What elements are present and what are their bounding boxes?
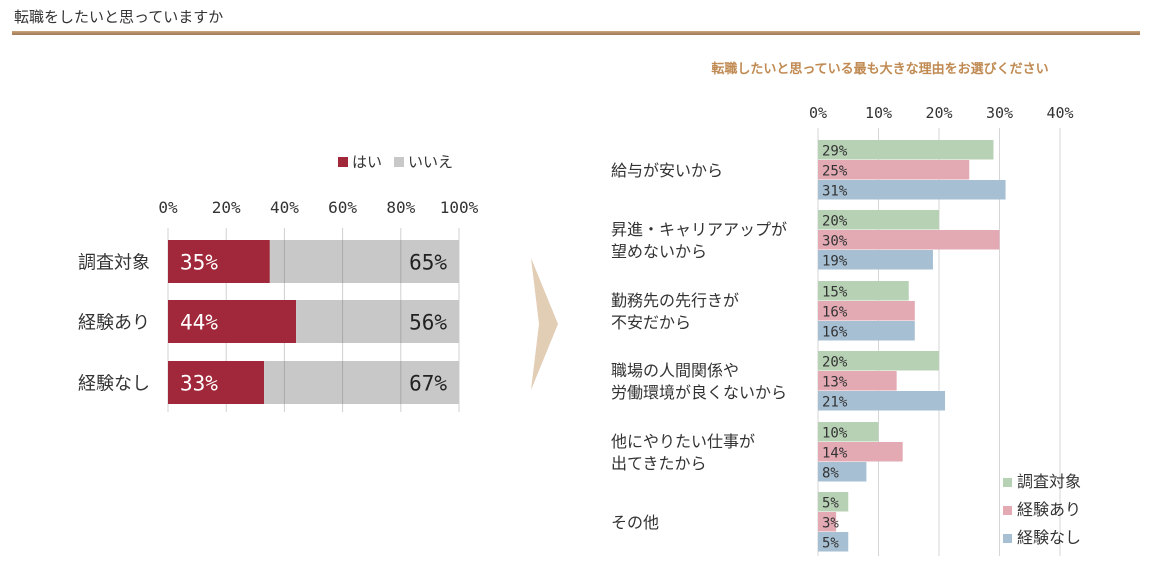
left-bar-no [264,361,459,404]
left-bar-yes [168,300,297,343]
left-x-tick-label: 100% [440,198,479,217]
right-bar [818,371,897,391]
right-category-label-line: 望めないから [611,242,707,261]
left-legend-label: はい [352,153,382,171]
left-x-tick-label: 60% [328,198,357,217]
right-value-label: 10% [822,426,848,442]
right-category-label-line: 労働環境が良くないから [611,383,787,402]
right-value-label: 20% [822,214,848,230]
right-bar [818,301,915,321]
left-x-tick-label: 0% [158,198,178,217]
right-bar [818,281,909,301]
right-bar [818,462,867,482]
right-value-label: 14% [822,446,848,462]
right-value-label: 3% [822,516,839,532]
right-legend-swatch [1003,534,1012,543]
right-bar [818,492,849,512]
left-bar-no [296,300,459,343]
right-value-label: 21% [822,395,848,411]
left-x-tick-label: 40% [270,198,299,217]
right-bar [818,140,994,160]
right-category-label-line: 不安だから [611,313,691,332]
right-category-label-line: 昇進・キャリアアップが [611,220,787,239]
left-value-label-yes: 35% [180,251,218,275]
right-value-label: 13% [822,375,848,391]
right-category-label: 給与が安いから [611,161,723,180]
left-value-label-yes: 44% [180,311,218,335]
left-value-label-yes: 33% [180,372,218,396]
right-category-label-line: 職場の人間関係や [611,361,739,380]
right-bar [818,351,939,371]
right-category-label: 昇進・キャリアアップが望めないから [611,220,787,261]
right-bar [818,442,903,462]
slide-title: 転職をしたいと思っていますか [14,8,224,26]
right-category-label-line: 出てきたから [611,454,707,473]
right-chart-title: 転職したいと思っている最も大きな理由をお選びください [711,62,1049,77]
left-category-label: 調査対象 [78,253,150,274]
left-value-label-no: 67% [409,372,447,396]
right-category-label-line: その他 [611,513,659,532]
right-x-tick-label: 0% [809,104,827,122]
right-bar [818,160,970,180]
right-value-label: 30% [822,234,848,250]
right-value-label: 15% [822,285,848,301]
right-legend-label: 経験あり [1017,500,1081,519]
left-value-label-no: 56% [409,311,447,335]
right-legend-label: 経験なし [1017,528,1081,547]
right-category-label-line: 他にやりたい仕事が [611,432,755,451]
right-category-label-line: 勤務先の先行きが [611,291,739,310]
left-bar-yes [168,361,265,404]
right-bar [818,422,879,442]
arrow-chevron-icon [531,258,561,394]
right-legend-swatch [1003,506,1012,515]
left-legend-swatch [338,157,348,167]
left-bar-no [269,240,459,283]
right-category-label-line: 給与が安いから [611,161,723,180]
left-legend-swatch [394,157,404,167]
right-x-tick-label: 30% [986,104,1013,122]
right-legend-label: 調査対象 [1017,472,1081,491]
left-value-label-no: 65% [409,251,447,275]
right-legend-swatch [1003,478,1012,487]
right-bar [818,230,1000,250]
left-legend-label: いいえ [408,153,453,171]
right-value-label: 8% [822,466,839,482]
left-category-label: 経験なし [78,374,150,395]
left-category-label: 経験あり [78,313,150,334]
right-bar [818,391,946,411]
right-category-label: 勤務先の先行きが不安だから [611,291,739,332]
right-value-label: 29% [822,144,848,160]
left-bar-yes [168,240,270,283]
right-value-label: 20% [822,355,848,371]
title-rule [12,31,1140,35]
right-category-label: 他にやりたい仕事が出てきたから [611,432,755,473]
right-bar [818,321,915,341]
right-x-tick-label: 40% [1046,104,1073,122]
right-bar [818,180,1006,200]
right-bar [818,250,933,270]
right-value-label: 5% [822,496,839,512]
right-value-label: 16% [822,305,848,321]
right-category-label: 職場の人間関係や労働環境が良くないから [611,361,787,402]
right-x-tick-label: 20% [925,104,952,122]
right-value-label: 16% [822,325,848,341]
right-category-label: その他 [611,513,659,532]
right-value-label: 5% [822,536,839,552]
right-bar [818,532,849,552]
right-value-label: 25% [822,164,848,180]
right-value-label: 31% [822,184,848,200]
left-x-tick-label: 80% [386,198,415,217]
right-bar [818,210,939,230]
right-x-tick-label: 10% [865,104,892,122]
right-bar [818,512,837,532]
right-value-label: 19% [822,254,848,270]
left-x-tick-label: 20% [212,198,241,217]
